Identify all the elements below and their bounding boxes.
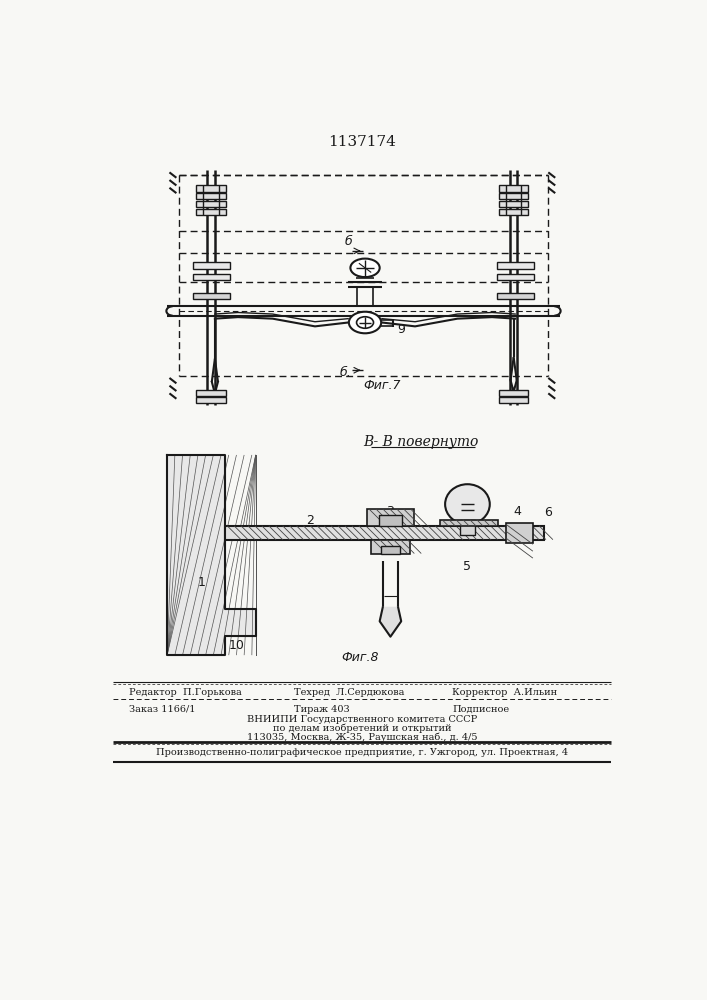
Text: 2: 2 <box>305 514 313 527</box>
Bar <box>192 293 230 299</box>
Text: Фиг.8: Фиг.8 <box>341 651 378 664</box>
Bar <box>192 262 230 269</box>
Text: 10: 10 <box>228 639 245 652</box>
Text: 1137174: 1137174 <box>328 135 396 149</box>
Polygon shape <box>167 455 256 655</box>
Text: Тираж 403: Тираж 403 <box>294 705 350 714</box>
Bar <box>499 397 528 403</box>
Text: Фиг.7: Фиг.7 <box>363 379 401 392</box>
Polygon shape <box>380 607 402 637</box>
Bar <box>506 523 533 543</box>
Text: ВНИИПИ Государственного комитета СССР: ВНИИПИ Государственного комитета СССР <box>247 715 477 724</box>
Ellipse shape <box>445 484 490 524</box>
Bar <box>499 201 528 207</box>
Bar <box>379 515 402 526</box>
Bar <box>497 274 534 280</box>
Text: по делам изобретений и открытий: по делам изобретений и открытий <box>273 724 451 733</box>
Ellipse shape <box>356 317 373 328</box>
Text: Производственно-полиграфическое предприятие, г. Ужгород, ул. Проектная, 4: Производственно-полиграфическое предприя… <box>156 748 568 757</box>
Text: 1: 1 <box>198 576 206 588</box>
Bar <box>497 262 534 269</box>
Bar <box>368 509 414 526</box>
Bar <box>497 293 534 299</box>
Bar <box>499 193 528 199</box>
Text: 5: 5 <box>464 560 472 573</box>
Text: Заказ 1166/1: Заказ 1166/1 <box>129 705 195 714</box>
Text: 4: 4 <box>513 505 522 518</box>
Bar <box>225 526 544 540</box>
Text: 6: 6 <box>544 506 552 519</box>
Text: Корректор  А.Ильин: Корректор А.Ильин <box>452 688 557 697</box>
Text: 3: 3 <box>387 505 395 518</box>
Bar <box>192 274 230 280</box>
Bar <box>499 389 528 396</box>
Text: Техред  Л.Сердюкова: Техред Л.Сердюкова <box>294 688 404 697</box>
Bar <box>197 201 226 207</box>
Bar <box>197 209 226 215</box>
Bar <box>197 185 226 192</box>
Text: 113035, Москва, Ж-35, Раушская наб., д. 4/5: 113035, Москва, Ж-35, Раушская наб., д. … <box>247 732 477 742</box>
Bar <box>381 546 399 554</box>
Text: 9: 9 <box>397 323 405 336</box>
Text: B- B повернуто: B- B повернуто <box>363 435 479 449</box>
Ellipse shape <box>351 259 380 277</box>
Bar <box>499 209 528 215</box>
Bar <box>197 389 226 396</box>
Bar <box>499 185 528 192</box>
Text: Редактор  П.Горькова: Редактор П.Горькова <box>129 688 241 697</box>
Bar <box>460 520 475 535</box>
Bar <box>197 397 226 403</box>
Text: б.: б. <box>340 366 351 379</box>
Bar <box>371 540 409 554</box>
Bar <box>197 193 226 199</box>
Bar <box>440 520 498 526</box>
Text: б: б <box>344 235 352 248</box>
Text: Подписное: Подписное <box>452 705 509 714</box>
Ellipse shape <box>349 312 381 333</box>
